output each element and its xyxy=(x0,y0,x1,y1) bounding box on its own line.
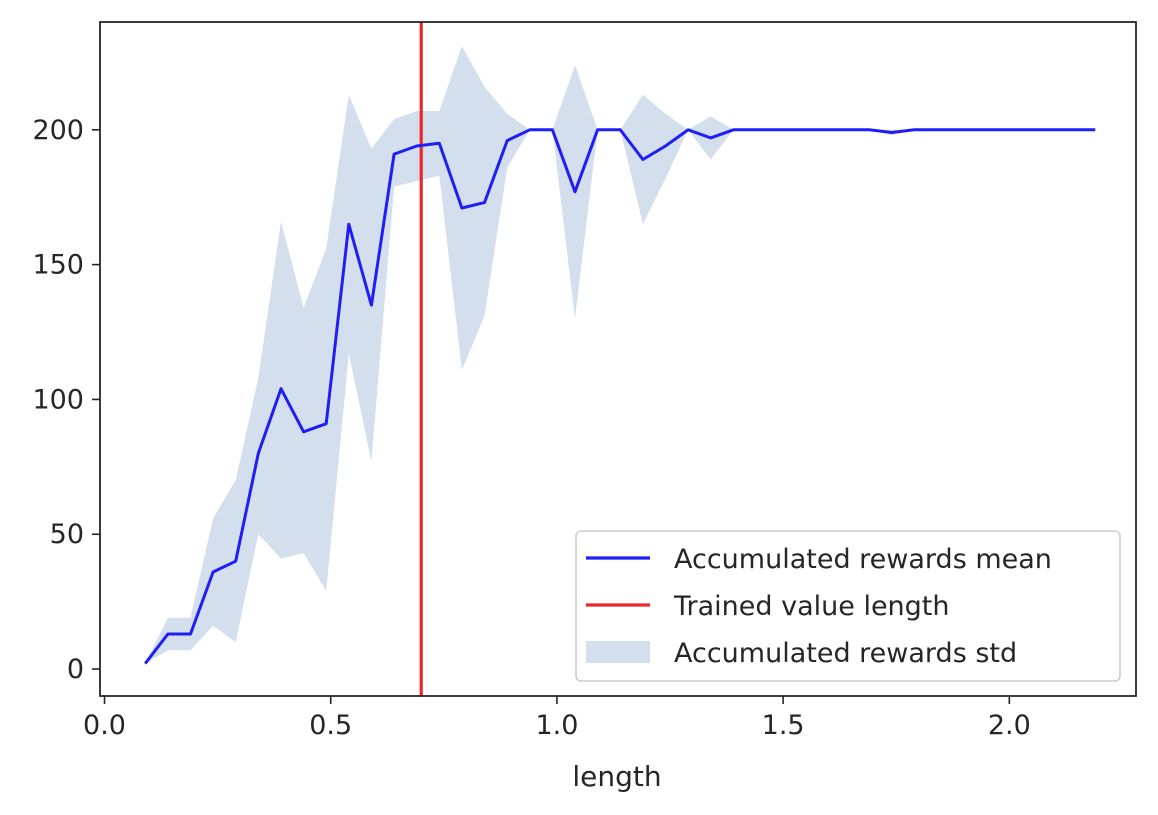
y-tick-label: 150 xyxy=(32,250,84,281)
x-tick-label: 1.5 xyxy=(762,710,805,741)
legend-label: Accumulated rewards mean xyxy=(674,544,1052,575)
legend-label: Accumulated rewards std xyxy=(674,638,1017,669)
x-axis-label: length xyxy=(572,760,661,793)
legend-label: Trained value length xyxy=(673,591,950,622)
y-tick-label: 100 xyxy=(32,384,84,415)
x-tick-label: 0.5 xyxy=(309,710,352,741)
mean-line-layer xyxy=(144,128,1096,665)
y-tick-label: 200 xyxy=(32,115,84,146)
legend: Accumulated rewards mean Trained value le… xyxy=(575,530,1121,682)
legend-box xyxy=(575,530,1121,682)
mean-line xyxy=(144,128,1096,665)
x-axis-ticks: 0.0 0.5 1.0 1.5 2.0 xyxy=(83,696,1031,741)
y-axis-ticks: 0 50 100 150 200 xyxy=(32,115,100,685)
std-band-layer xyxy=(145,46,1096,664)
x-tick-label: 0.0 xyxy=(83,710,126,741)
y-tick-label: 50 xyxy=(50,519,84,550)
y-tick-label: 0 xyxy=(67,654,84,685)
plot-frame xyxy=(99,21,1137,697)
x-tick-label: 1.0 xyxy=(535,710,578,741)
x-tick-label: 2.0 xyxy=(988,710,1031,741)
legend-swatch-patch xyxy=(586,641,650,663)
std-band xyxy=(145,46,1096,664)
